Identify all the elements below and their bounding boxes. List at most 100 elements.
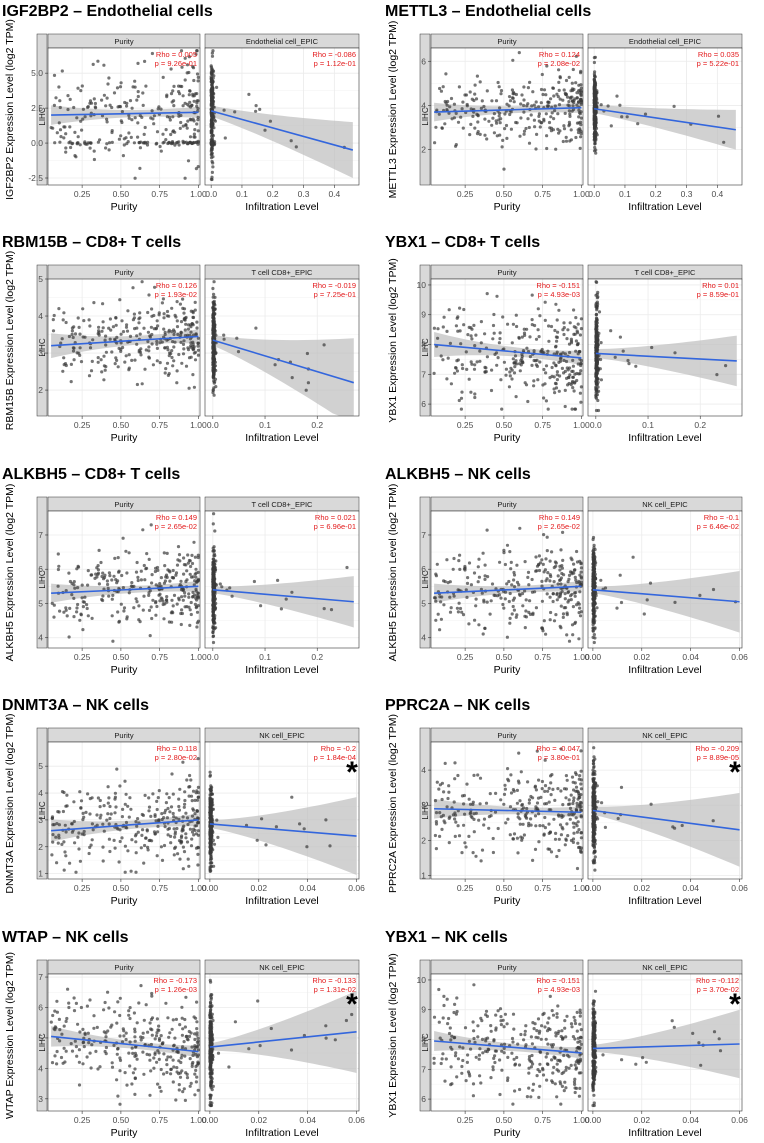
data-point [552, 387, 556, 391]
data-point [136, 61, 140, 65]
x-tick-label: 0.1 [259, 420, 271, 430]
data-point [117, 137, 121, 141]
data-point [508, 591, 512, 596]
data-point [101, 594, 105, 598]
data-point [468, 90, 472, 94]
data-point [78, 353, 82, 357]
data-point [298, 822, 302, 826]
data-point [439, 617, 443, 621]
data-point [579, 749, 583, 753]
data-point [722, 140, 726, 144]
data-point [209, 76, 214, 80]
data-point [503, 597, 507, 601]
data-point [158, 599, 162, 603]
data-point [564, 139, 569, 143]
x-axis-label: Infiltration Level [245, 432, 319, 444]
data-point [540, 626, 544, 630]
data-point [554, 386, 559, 390]
data-point [593, 85, 597, 89]
data-point [98, 816, 102, 820]
data-point [546, 789, 550, 793]
data-point [177, 143, 181, 147]
data-point [183, 798, 187, 803]
data-point [194, 575, 198, 579]
panel-border [587, 510, 743, 649]
data-point [455, 606, 459, 610]
data-point [211, 549, 215, 553]
y-tick-label: 6 [421, 564, 426, 574]
data-point [78, 859, 82, 863]
data-point [525, 806, 529, 811]
data-point [117, 346, 121, 350]
x-tick-label: 0.2 [694, 420, 706, 430]
data-point [212, 302, 216, 306]
data-point [433, 596, 437, 600]
data-point [101, 571, 105, 575]
data-point [132, 141, 136, 145]
data-point [87, 318, 91, 322]
data-point [549, 324, 554, 329]
data-point [274, 825, 278, 829]
data-point [561, 615, 565, 619]
rho-label: Rho = -0.086 [312, 50, 356, 59]
data-point [161, 132, 165, 136]
data-point [476, 773, 480, 777]
chart-title: PPRC2A – NK cells [385, 697, 530, 714]
data-point [436, 612, 440, 616]
data-point [161, 599, 165, 603]
data-point [574, 785, 579, 789]
data-point [75, 610, 79, 614]
data-point [593, 74, 597, 78]
data-point [188, 773, 192, 778]
data-point [547, 822, 551, 826]
data-point [594, 280, 598, 284]
data-point [549, 793, 553, 797]
data-point [698, 593, 702, 597]
data-point [135, 98, 139, 102]
data-point [88, 346, 93, 350]
data-point [524, 615, 528, 619]
data-point [558, 578, 562, 582]
data-point [468, 133, 472, 137]
data-point [507, 104, 511, 108]
data-point [172, 84, 176, 88]
panel-border [47, 278, 201, 417]
data-point [177, 140, 181, 144]
data-point [184, 811, 188, 815]
data-point [537, 812, 541, 816]
data-point [196, 341, 200, 345]
data-point [212, 375, 216, 379]
data-point [577, 108, 581, 112]
data-point [593, 81, 597, 85]
data-point [469, 583, 473, 587]
data-point [135, 326, 139, 330]
data-point [196, 757, 200, 761]
data-point [192, 833, 196, 837]
data-point [542, 833, 546, 837]
data-point [555, 92, 559, 96]
data-point [524, 609, 528, 613]
data-point [192, 351, 196, 355]
data-point [60, 69, 64, 73]
data-point [543, 815, 547, 820]
data-point [562, 88, 566, 92]
data-point [322, 343, 326, 347]
data-point [561, 328, 565, 332]
y-tick-label: 4 [421, 100, 426, 110]
data-point [501, 602, 505, 607]
data-point [579, 562, 583, 566]
data-point [483, 577, 487, 581]
data-point [522, 833, 526, 837]
data-point [553, 104, 557, 108]
data-point [133, 358, 137, 362]
data-point [56, 810, 60, 814]
data-point [171, 568, 175, 573]
data-point [74, 155, 78, 159]
y-tick-label: 7 [421, 369, 426, 379]
data-point [124, 325, 129, 329]
x-tick-label: 0.3 [681, 189, 693, 199]
data-point [571, 67, 575, 72]
data-point [128, 334, 133, 338]
data-point [182, 556, 186, 560]
data-point [117, 619, 121, 623]
